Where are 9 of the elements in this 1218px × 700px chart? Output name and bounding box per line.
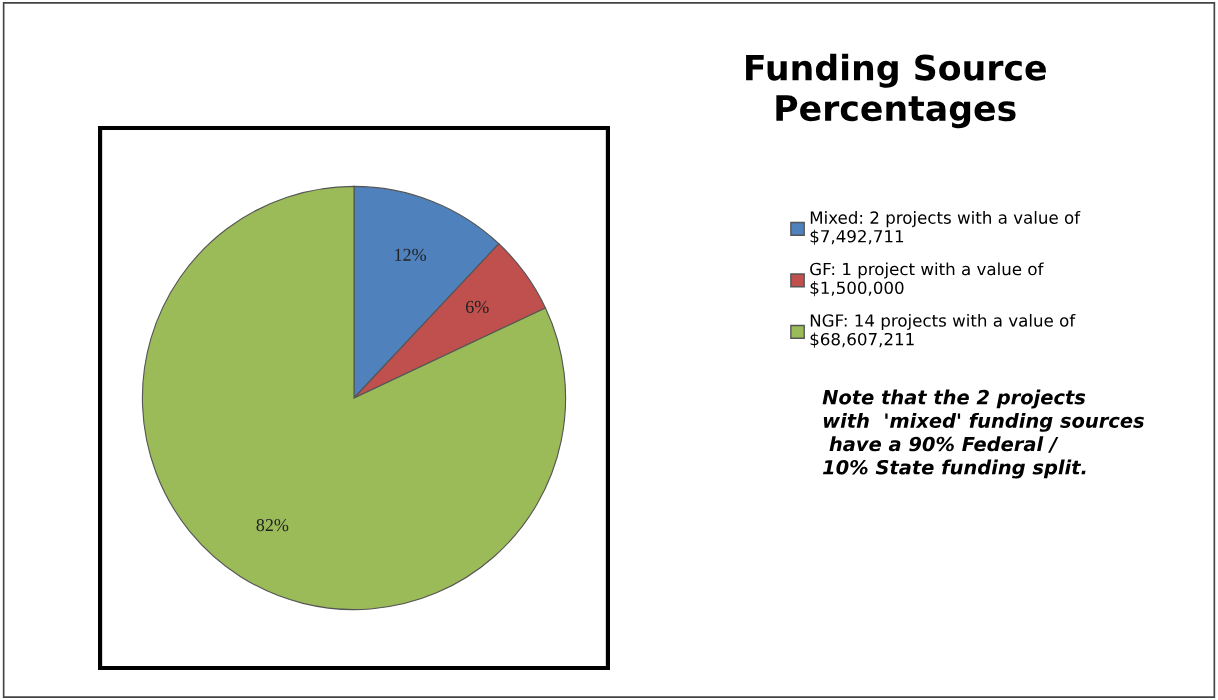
data-label: 6% — [466, 300, 489, 314]
data-label: 82% — [256, 518, 289, 532]
pie-slice — [141, 185, 567, 611]
text: Note that the 2 projects with 'mixed' funding sources have a 90% Federal / 10% State funding split. — [822, 389, 1144, 479]
legend-label: GF: 1 project with a value of $1,500,000 — [810, 262, 1044, 297]
legend-label: Mixed: 2 projects with a value of $7,492,711 — [810, 211, 1081, 245]
chart-title: Funding Source Percentages — [746, 53, 1046, 129]
data-label: 12% — [395, 248, 427, 261]
legend-label: NGF: 14 projects with a value of $68,607,211 — [810, 313, 1076, 348]
